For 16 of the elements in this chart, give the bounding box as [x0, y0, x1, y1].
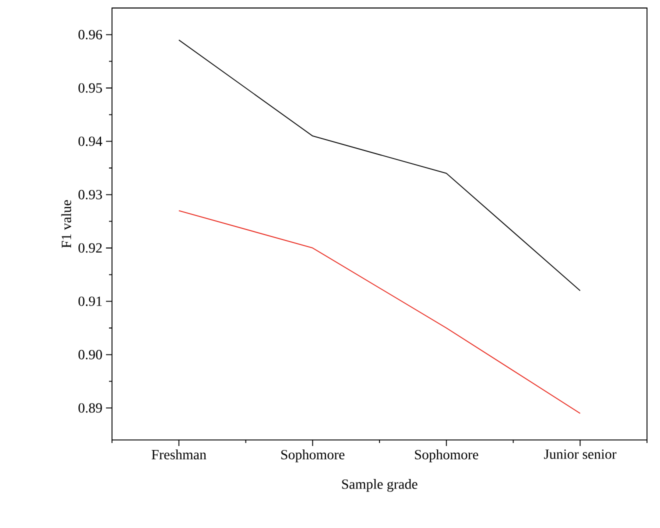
x-axis-title: Sample grade: [342, 479, 418, 492]
y-tick-label: 0.90: [78, 350, 102, 360]
y-tick-label: 0.95: [78, 83, 102, 93]
x-tick-label: Sophomore: [281, 450, 344, 462]
x-tick-label: Freshman: [152, 450, 206, 460]
y-tick-label: 0.92: [78, 243, 102, 253]
y-axis-title: F1 value: [61, 200, 72, 248]
line-series: [178, 40, 581, 292]
y-tick-label: 0.89: [78, 403, 102, 413]
y-tick-label: 0.94: [78, 136, 102, 146]
x-tick-label: Sophomore: [415, 450, 478, 462]
y-tick-label: 0.93: [78, 190, 102, 200]
x-tick-label: Junior senior: [544, 450, 616, 459]
y-tick-label: 0.96: [78, 30, 102, 40]
line-series: [178, 210, 581, 414]
y-tick-label: 0.91: [78, 296, 102, 306]
